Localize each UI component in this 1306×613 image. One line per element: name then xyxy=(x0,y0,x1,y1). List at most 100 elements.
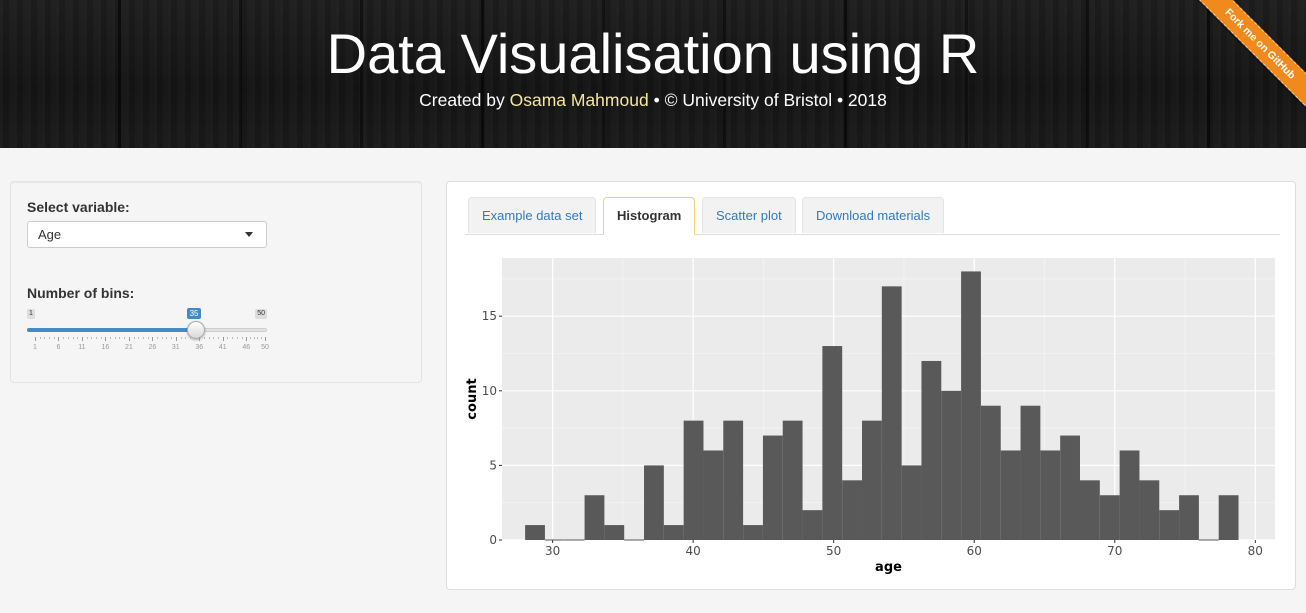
histogram-bar xyxy=(584,495,605,540)
slider-fill xyxy=(27,328,195,332)
x-tick-label: 60 xyxy=(967,544,982,558)
slider-minor-tick xyxy=(213,337,215,339)
histogram-bar xyxy=(1060,435,1080,540)
page-header: Data Visualisation using R Created by Os… xyxy=(0,0,1306,148)
histogram-chart: 30 40 50 60 70 80 0 5 10 15 age count xyxy=(465,258,1275,575)
slider-minor-tick xyxy=(39,337,41,339)
slider-minor-tick xyxy=(185,337,187,339)
bins-slider[interactable]: 1 50 35 1 6 11 16 21 26 31 36 41 46 50 xyxy=(27,307,269,357)
slider-tick-label: 6 xyxy=(56,344,61,351)
histogram-bar xyxy=(1179,495,1199,540)
bins-label: Number of bins: xyxy=(27,285,135,301)
slider-minor-tick xyxy=(232,337,234,339)
slider-tick-label: 41 xyxy=(218,344,227,351)
histogram-bar xyxy=(961,271,981,540)
histogram-bar xyxy=(782,420,803,540)
slider-minor-tick xyxy=(63,337,65,339)
slider-minor-tick xyxy=(119,337,121,339)
histogram-bar xyxy=(802,510,823,540)
histogram-bar xyxy=(1119,450,1140,540)
slider-minor-tick xyxy=(67,337,69,339)
tab-example-data-set[interactable]: Example data set xyxy=(468,197,597,233)
y-tick-label: 10 xyxy=(482,384,497,398)
variable-select[interactable]: Age xyxy=(27,221,267,248)
slider-minor-tick xyxy=(194,337,196,339)
tab-histogram[interactable]: Histogram xyxy=(603,197,696,235)
slider-minor-tick xyxy=(218,337,220,339)
y-tick-label: 5 xyxy=(489,458,497,472)
slider-tick-label: 1 xyxy=(33,344,37,351)
slider-minor-tick xyxy=(86,337,88,339)
copyright-text: • © University of Bristol • 2018 xyxy=(653,90,887,110)
histogram-bar xyxy=(862,420,882,540)
main-panel: Example data set Histogram Scatter plot … xyxy=(446,181,1296,590)
slider-minor-tick xyxy=(77,337,79,339)
slider-tick xyxy=(199,337,201,341)
slider-minor-tick xyxy=(161,337,163,339)
slider-tick-label: 50 xyxy=(261,344,269,351)
slider-minor-tick xyxy=(241,337,243,339)
slider-minor-tick xyxy=(110,337,112,339)
histogram-bar xyxy=(980,405,1001,540)
histogram-bar xyxy=(1159,510,1180,540)
histogram-bar xyxy=(525,525,545,540)
slider-minor-tick xyxy=(49,337,51,339)
histogram-bar xyxy=(703,450,724,540)
histogram-bar xyxy=(683,420,704,540)
histogram-bar xyxy=(901,465,922,540)
tab-bar: Example data set Histogram Scatter plot … xyxy=(465,197,1280,235)
slider-tick xyxy=(152,337,154,341)
page-title: Data Visualisation using R xyxy=(326,22,980,85)
slider-tick-label: 36 xyxy=(195,344,204,351)
x-tick-label: 70 xyxy=(1107,544,1122,558)
slider-tick-label: 16 xyxy=(101,344,110,351)
histogram-bar xyxy=(1020,405,1041,540)
x-axis-title: age xyxy=(875,560,902,575)
slider-tick-label: 26 xyxy=(148,344,157,351)
select-variable-label: Select variable: xyxy=(27,199,130,215)
slider-minor-tick xyxy=(249,337,251,339)
histogram-bar xyxy=(1099,495,1120,540)
slider-minor-tick xyxy=(189,337,191,339)
slider-tick-label: 46 xyxy=(242,344,251,351)
slider-minor-tick xyxy=(138,337,140,339)
slider-ticks: 1 6 11 16 21 26 31 36 41 46 50 xyxy=(27,337,269,357)
slider-tick-label: 21 xyxy=(124,344,133,351)
slider-max-label: 50 xyxy=(255,309,267,319)
slider-tick xyxy=(246,337,248,341)
histogram-bar xyxy=(822,346,843,540)
slider-minor-tick xyxy=(208,337,210,339)
slider-minor-tick xyxy=(180,337,182,339)
slider-handle[interactable] xyxy=(186,321,205,339)
author-link[interactable]: Osama Mahmoud xyxy=(509,90,649,110)
tab-download-materials[interactable]: Download materials xyxy=(802,197,945,233)
slider-minor-tick xyxy=(44,337,46,339)
slider-minor-tick xyxy=(227,337,229,339)
x-tick-label: 80 xyxy=(1248,544,1263,558)
histogram-bar xyxy=(921,360,942,540)
histogram-bar xyxy=(762,435,783,540)
histogram-bar xyxy=(842,480,863,540)
histogram-bar xyxy=(644,465,664,540)
slider-min-label: 1 xyxy=(27,309,35,319)
tab-scatter-plot[interactable]: Scatter plot xyxy=(702,197,796,233)
histogram-bar xyxy=(723,420,744,540)
y-axis-title: count xyxy=(465,378,480,419)
slider-minor-tick xyxy=(147,337,149,339)
histogram-bar xyxy=(1079,480,1100,540)
slider-tick xyxy=(222,337,224,341)
slider-minor-tick xyxy=(91,337,93,339)
slider-minor-tick xyxy=(72,337,74,339)
slider-tick xyxy=(128,337,130,341)
histogram-bar xyxy=(1218,495,1239,540)
slider-tick xyxy=(81,337,83,341)
slider-minor-tick xyxy=(261,337,263,339)
slider-tick xyxy=(58,337,60,341)
histogram-bar xyxy=(663,525,684,540)
slider-minor-tick xyxy=(166,337,168,339)
slider-minor-tick xyxy=(96,337,98,339)
slider-minor-tick xyxy=(253,337,255,339)
x-tick-label: 50 xyxy=(826,544,841,558)
histogram-bar xyxy=(1040,450,1061,540)
chevron-down-icon xyxy=(245,232,253,237)
